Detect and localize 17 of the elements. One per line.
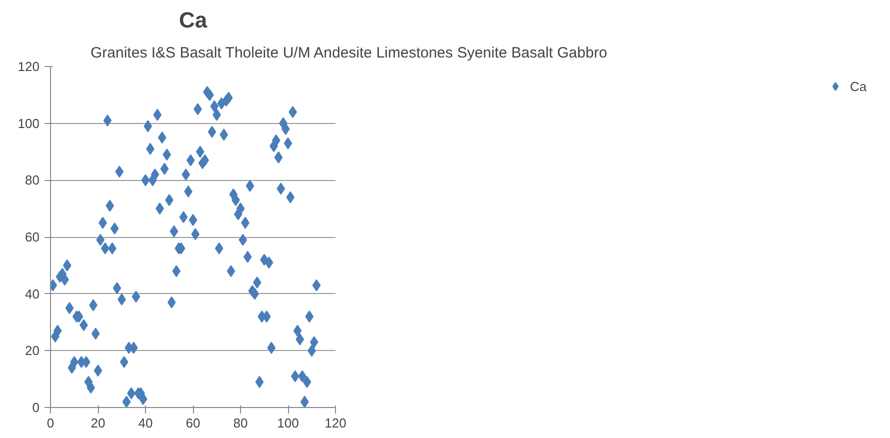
y-tick-label: 60	[25, 230, 40, 244]
x-tick-label: 80	[233, 416, 248, 430]
y-tick-label: 40	[25, 286, 40, 302]
x-tick-label: 60	[186, 416, 200, 430]
y-tick-label: 20	[25, 343, 40, 358]
text: Granites I&S Basalt Tholeite U/M Andesite Limestones Syenite Basalt Gabbro	[90, 44, 608, 62]
x-tick-label: 20	[90, 416, 106, 430]
y-tick-label: 120	[18, 59, 40, 74]
y-tick-label: 100	[18, 116, 40, 131]
y-tick-label: 80	[25, 172, 40, 188]
x-tick-label: 100	[277, 416, 299, 430]
x-tick-label: 40	[138, 416, 153, 430]
chart-title: Ca	[178, 8, 208, 32]
legend-label: Ca	[850, 78, 868, 94]
y-tick-label: 0	[32, 400, 40, 415]
x-tick-label: 0	[46, 416, 54, 430]
x-tick-label: 120	[324, 416, 346, 430]
